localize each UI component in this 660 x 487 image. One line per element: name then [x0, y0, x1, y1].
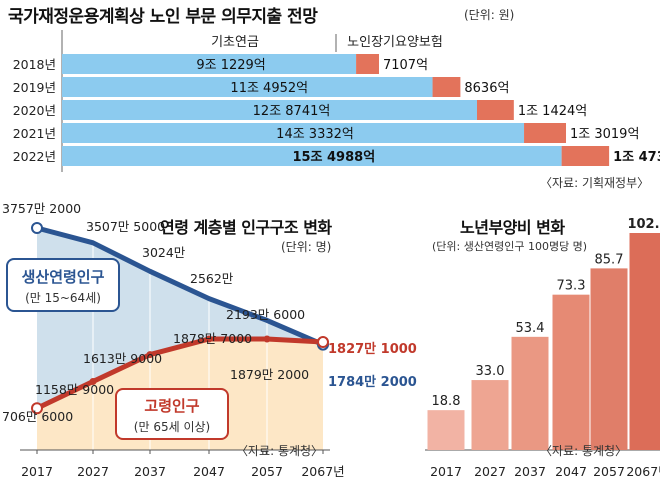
right-x-tick-label: 2027	[474, 464, 506, 479]
elderly-point	[205, 335, 213, 343]
mid-x-ticks: 2017 2027 2037 2047 2057 2067년	[21, 450, 345, 479]
pension-bar	[62, 123, 525, 143]
top-chart-source: 〈자료: 기획재정부〉	[540, 176, 649, 190]
year-label: 2020년	[13, 103, 56, 118]
working-value-label: 2193만 6000	[226, 307, 305, 322]
pension-value-label: 14조 3332억	[276, 127, 354, 142]
elderly-legend-box: 고령인구 (만 65세 이상)	[115, 388, 229, 440]
working-point	[31, 222, 43, 234]
dependency-value-label: 53.4	[516, 321, 545, 336]
top-bars: 2018년 9조 1229억 7107억 2019년 11조 4952억 8636억 202…	[13, 54, 660, 166]
dependency-bar	[629, 233, 660, 450]
ltc-value-label: 1조 3019억	[570, 127, 639, 142]
dependency-bar	[427, 410, 465, 450]
mid-x-tick-label: 2027	[77, 464, 109, 479]
ltc-value-label: 7107억	[383, 58, 428, 73]
year-label: 2019년	[13, 80, 56, 95]
ltc-value-label: 1조 1424억	[518, 104, 587, 119]
pension-value-label: 15조 4988억	[292, 150, 375, 165]
right-bars: 18.8 33.0 53.4 73.3 85.7 102.4	[427, 217, 660, 450]
elderly-point	[31, 402, 43, 415]
dependency-value-label: 102.4	[627, 217, 660, 232]
pension-value-label: 11조 4952억	[230, 81, 308, 96]
ltc-value-label: 8636억	[464, 81, 509, 96]
pension-bar	[62, 100, 478, 120]
elderly-value-label: 1878만 7000	[173, 331, 252, 346]
elderly-line	[35, 336, 324, 411]
elderly-point	[317, 336, 329, 349]
mid-x-tick-label: 2057	[251, 464, 283, 479]
ltc-value-label: 1조 4737억	[613, 150, 660, 165]
mid-x-tick-label: 2067년	[301, 464, 344, 479]
dependency-bar	[590, 268, 628, 450]
right-x-tick-label: 2067년	[626, 464, 660, 479]
mid-chart-title: 연령 계층별 인구구조 변화	[160, 218, 332, 237]
pension-bar	[62, 77, 433, 97]
right-x-tick-label: 2047	[555, 464, 587, 479]
elderly-legend-sub: (만 65세 이상)	[133, 420, 211, 434]
right-chart-source: 〈자료: 통계청〉	[540, 444, 628, 458]
right-chart-unit: (단위: 생산연령인구 100명당 명)	[432, 240, 588, 253]
elderly-value-label: 706만 6000	[2, 409, 73, 424]
ltc-bar	[432, 77, 461, 97]
dependency-bar	[552, 294, 590, 450]
ltc-bar	[561, 146, 610, 166]
top-chart-title: 국가재정운용계획상 노인 부문 의무지출 전망	[8, 7, 318, 27]
ltc-bar	[477, 100, 514, 120]
right-x-tick-label: 2037	[514, 464, 546, 479]
elderly-point	[263, 335, 271, 343]
mid-chart-source: 〈자료: 통계청〉	[236, 444, 324, 458]
elderly-legend-label: 고령인구	[144, 397, 200, 415]
mid-x-tick-label: 2017	[21, 464, 53, 479]
year-label: 2022년	[13, 149, 56, 164]
pension-value-label: 12조 8741억	[253, 104, 331, 119]
dependency-value-label: 85.7	[595, 252, 624, 267]
elderly-point	[146, 351, 154, 359]
elderly-value-label: 1879만 2000	[230, 367, 309, 382]
working-value-label: 3757만 2000	[2, 201, 81, 216]
top-chart-unit: (단위: 원)	[464, 8, 515, 22]
mid-chart-unit: (단위: 명)	[281, 240, 332, 254]
mid-points	[31, 222, 329, 415]
year-label: 2018년	[13, 57, 56, 72]
working-legend-box: 생산연령인구 (만 15~64세)	[6, 258, 120, 312]
ltc-bar	[524, 123, 567, 143]
working-line	[36, 225, 324, 347]
working-legend-sub: (만 15~64세)	[25, 291, 101, 305]
dependency-bar	[511, 336, 549, 450]
working-value-label: 3024만	[142, 245, 186, 260]
pension-bar	[62, 54, 357, 74]
dependency-value-label: 18.8	[432, 394, 461, 409]
dependency-value-label: 33.0	[476, 364, 505, 379]
legend-label-pension: 기초연금	[211, 35, 259, 50]
elderly-value-label: 1158만 9000	[35, 382, 114, 397]
elderly-value-label: 1827만 1000	[328, 341, 417, 357]
working-legend-label: 생산연령인구	[21, 268, 105, 286]
right-x-tick-label: 2017	[430, 464, 462, 479]
right-x-tick-label: 2057	[593, 464, 625, 479]
ltc-bar	[356, 54, 379, 74]
year-label: 2021년	[13, 126, 56, 141]
working-value-label: 1784만 2000	[328, 374, 417, 390]
mid-x-tick-label: 2047	[193, 464, 225, 479]
pension-value-label: 9조 1229억	[196, 58, 265, 73]
elderly-point	[89, 378, 97, 386]
elderly-value-label: 1613만 9000	[83, 351, 162, 366]
right-chart-title: 노년부양비 변화	[460, 218, 565, 237]
legend-label-ltc: 노인장기요양보험	[347, 35, 443, 50]
pension-bar	[62, 146, 562, 166]
mid-x-tick-label: 2037	[134, 464, 166, 479]
dependency-value-label: 73.3	[557, 279, 586, 294]
mid-labels: 3757만 2000 3507만 5000 3024만 2562만 2193만 6000…	[2, 201, 417, 424]
working-value-label: 2562만	[190, 271, 234, 286]
working-value-label: 3507만 5000	[86, 219, 165, 234]
dependency-bar	[471, 380, 509, 450]
